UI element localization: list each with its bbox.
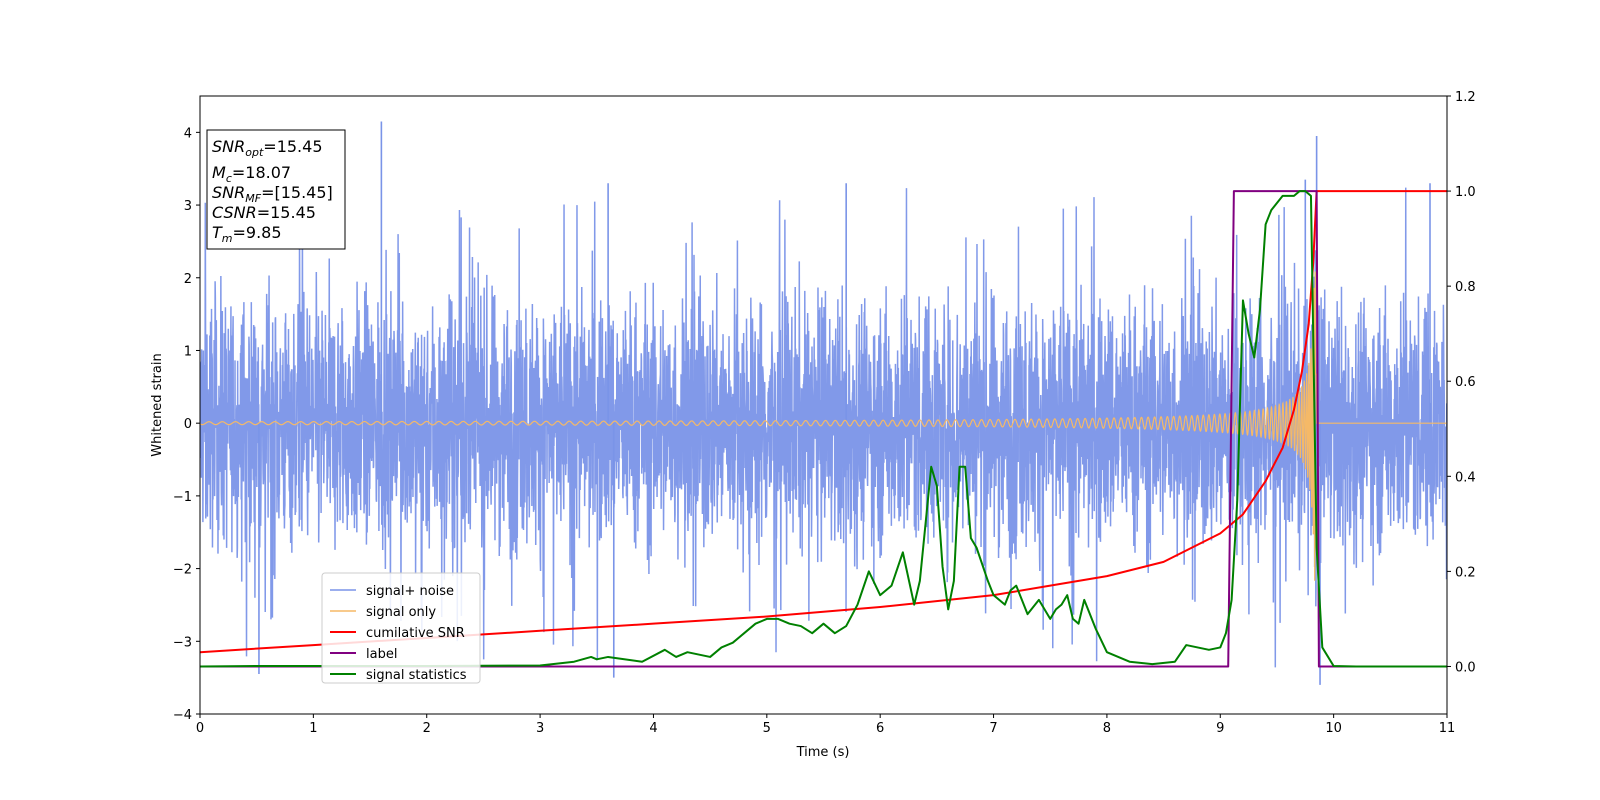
left-y-axis: −4 −3 −2 −1 0 1 2 3 4 bbox=[173, 126, 200, 723]
legend-label: signal only bbox=[366, 605, 436, 620]
y-left-tick-label: −4 bbox=[173, 708, 192, 723]
x-tick-label: 6 bbox=[876, 721, 884, 736]
y-right-tick-label: 0.2 bbox=[1455, 565, 1476, 580]
y-left-tick-label: 4 bbox=[184, 126, 192, 141]
legend: signal+ noise signal only cumilative SNR la… bbox=[321, 572, 481, 684]
y-left-tick-label: 1 bbox=[184, 344, 192, 359]
y-left-tick-label: 0 bbox=[184, 417, 192, 432]
info-snr-mf: SNRMF=[15.45] bbox=[212, 183, 333, 205]
y-left-tick-label: 2 bbox=[184, 272, 192, 287]
y-right-tick-label: 0.6 bbox=[1455, 375, 1476, 390]
legend-frame bbox=[321, 572, 481, 684]
x-tick-label: 5 bbox=[763, 721, 771, 736]
x-axis-label: Time (s) bbox=[796, 745, 850, 760]
legend-label: signal+ noise bbox=[366, 584, 454, 599]
y-left-tick-label: −3 bbox=[173, 635, 192, 650]
x-tick-label: 4 bbox=[649, 721, 657, 736]
legend-label: signal statistics bbox=[366, 668, 467, 683]
series-layer bbox=[200, 121, 1447, 685]
y-left-tick-label: −2 bbox=[173, 563, 192, 578]
right-y-axis: 0.0 0.2 0.4 0.6 0.8 1.0 1.2 bbox=[1447, 90, 1476, 675]
y-axis-label: Whitened strain bbox=[150, 353, 165, 456]
x-tick-label: 1 bbox=[309, 721, 317, 736]
legend-label: label bbox=[366, 647, 397, 662]
x-tick-label: 0 bbox=[196, 721, 204, 736]
x-axis: 0 1 2 3 4 5 6 7 8 9 10 11 bbox=[196, 714, 1455, 736]
y-right-tick-label: 0.4 bbox=[1455, 470, 1476, 485]
series-signal-noise bbox=[200, 187, 1447, 668]
y-left-tick-label: 3 bbox=[184, 199, 192, 214]
legend-label: cumilative SNR bbox=[366, 626, 465, 641]
info-box-frame bbox=[206, 129, 346, 250]
y-right-tick-label: 1.2 bbox=[1455, 90, 1476, 105]
x-tick-label: 7 bbox=[989, 721, 997, 736]
x-tick-label: 3 bbox=[536, 721, 544, 736]
y-right-tick-label: 0.0 bbox=[1455, 660, 1476, 675]
y-left-tick-label: −1 bbox=[173, 490, 192, 505]
x-tick-label: 2 bbox=[423, 721, 431, 736]
x-tick-label: 9 bbox=[1216, 721, 1224, 736]
info-snr-opt: SNRopt=15.45 bbox=[212, 137, 323, 159]
x-tick-label: 10 bbox=[1325, 721, 1342, 736]
x-tick-label: 8 bbox=[1103, 721, 1111, 736]
info-mc: Mc=18.07 bbox=[212, 163, 291, 185]
series-cumulative-snr bbox=[200, 190, 1447, 654]
y-right-tick-label: 1.0 bbox=[1455, 185, 1476, 200]
x-tick-label: 11 bbox=[1439, 721, 1456, 736]
info-tm: Tm=9.85 bbox=[212, 223, 282, 245]
info-box: SNRopt=15.45 Mc=18.07 SNRMF=[15.45] CSNR… bbox=[206, 129, 346, 250]
info-csnr: CSNR=15.45 bbox=[212, 203, 316, 222]
legend-items: signal+ noise signal only cumilative SNR la… bbox=[330, 584, 467, 683]
series-signal-statistics bbox=[200, 190, 1447, 668]
y-right-tick-label: 0.8 bbox=[1455, 280, 1476, 295]
plot-frame bbox=[199, 95, 1448, 715]
